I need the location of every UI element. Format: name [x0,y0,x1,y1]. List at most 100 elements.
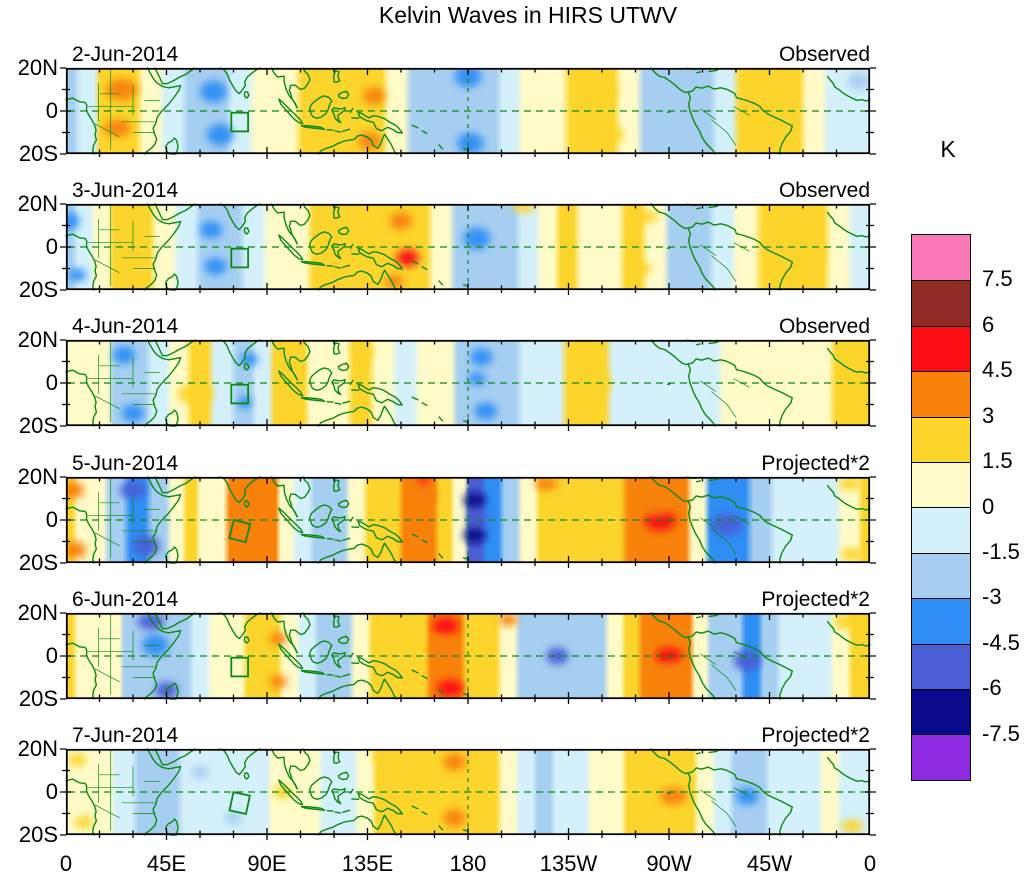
anomaly-cell [177,383,214,405]
anomaly-cell [660,787,687,805]
anomaly-cell [231,528,259,551]
colorbar-cell [912,462,970,508]
lat-tick-label: 20S [18,550,58,575]
colorbar-tick-label: -6 [982,675,1002,701]
anomaly-cell [468,372,486,386]
colorbar-cell [912,689,970,735]
anomaly-cell [843,406,866,424]
anomaly-cell [75,815,93,829]
anomaly-cell [66,212,80,230]
colorbar-tick-label: 7.5 [982,266,1013,292]
anomaly-cell [224,811,243,825]
reference-box [230,656,250,678]
lat-tick-label: 0 [45,370,58,395]
anomaly-cell [443,753,466,771]
anomaly-cells [66,204,826,288]
anomaly-cell [119,481,147,499]
anomaly-cell [351,346,375,360]
reference-box [230,111,250,133]
panel-date-label: 7-Jun-2014 [72,724,179,747]
colorbar-tick-label: 6 [982,311,995,337]
lon-tick-label: 0 [59,851,73,876]
panel-source-label: Projected*2 [761,452,870,475]
anomaly-cell [463,227,491,250]
lat-tick-label: 20N [17,464,58,489]
lat-tick-label: 20S [18,413,58,438]
lat-tick-label: 0 [45,643,58,668]
lat-tick-label: 20S [18,277,58,302]
anomaly-cell [204,257,227,275]
map-panel [59,748,877,841]
colorbar-tick-label: -4.5 [982,629,1020,655]
reference-box [230,383,250,405]
anomaly-cell [363,87,386,105]
anomaly-cell [847,346,870,364]
lat-tick-label: 0 [45,234,58,259]
lat-tick-label: 0 [45,98,58,123]
anomaly-cell [273,785,292,799]
panel-date-label: 5-Jun-2014 [72,452,179,475]
colorbar-cell [912,235,970,281]
anomaly-cell [206,123,234,146]
panel-source-label: Observed [778,43,870,66]
lat-tick-label: 20N [17,736,58,761]
panel-date-label: 6-Jun-2014 [72,588,179,611]
colorbar-cell [912,325,970,372]
anomaly-cell [597,126,625,144]
anomaly-cell [137,613,165,631]
anomaly-cell [840,547,864,561]
anomaly-cell [454,68,482,88]
anomaly-cell [838,477,862,490]
colorbar-tick-label: 1.5 [982,448,1013,474]
panel-source-label: Projected*2 [761,724,870,747]
anomaly-cell [416,477,430,486]
lat-tick-label: 0 [45,779,58,804]
map-panel [59,476,877,569]
colorbar-cell [912,734,970,780]
anomaly-cell [465,509,489,527]
colorbar-tick-label: 4.5 [982,357,1013,383]
panel-date-label: 3-Jun-2014 [72,179,179,202]
anomaly-cell [474,402,498,420]
colorbar-cell [912,598,970,644]
colorbar-cell [912,552,970,599]
anomaly-cell [371,751,395,765]
anomaly-cell [191,766,209,780]
anomaly-cells [66,477,864,561]
lat-tick-label: 0 [45,507,58,532]
colorbar-cell [912,643,970,690]
colorbar-tick-label: -3 [982,584,1002,610]
anomaly-cell [112,346,136,364]
colorbar [911,234,971,781]
anomaly-cell [66,481,84,499]
map-panel [59,203,877,296]
anomaly-cell [68,753,87,767]
anomaly-cell [432,617,460,635]
figure-title: Kelvin Waves in HIRS UTWV [378,2,678,28]
colorbar-cell [912,507,970,553]
lon-tick-label: 90W [646,851,692,876]
anomaly-cell [834,613,862,631]
lat-tick-label: 20N [17,55,58,80]
anomaly-cell [238,395,252,409]
anomaly-cell [499,613,518,626]
anomaly-cell [847,72,870,90]
anomaly-cell [642,496,669,514]
panel-source-label: Observed [778,179,870,202]
anomaly-cell [512,204,535,213]
anomaly-cell [269,675,288,689]
anomaly-cell [231,494,259,520]
anomaly-cell [733,649,761,672]
colorbar-unit-label: K [940,136,956,162]
anomaly-cell [628,262,652,275]
panel-source-label: Projected*2 [761,588,870,611]
anomaly-cell [389,212,413,230]
colorbar-tick-label: -1.5 [982,538,1020,564]
colorbar-cell [912,280,970,326]
anomaly-cell [405,532,433,551]
panel-date-label: 2-Jun-2014 [72,43,179,66]
lon-tick-label: 135E [341,851,394,876]
map-panel [59,339,877,432]
lat-tick-label: 20N [17,600,58,625]
